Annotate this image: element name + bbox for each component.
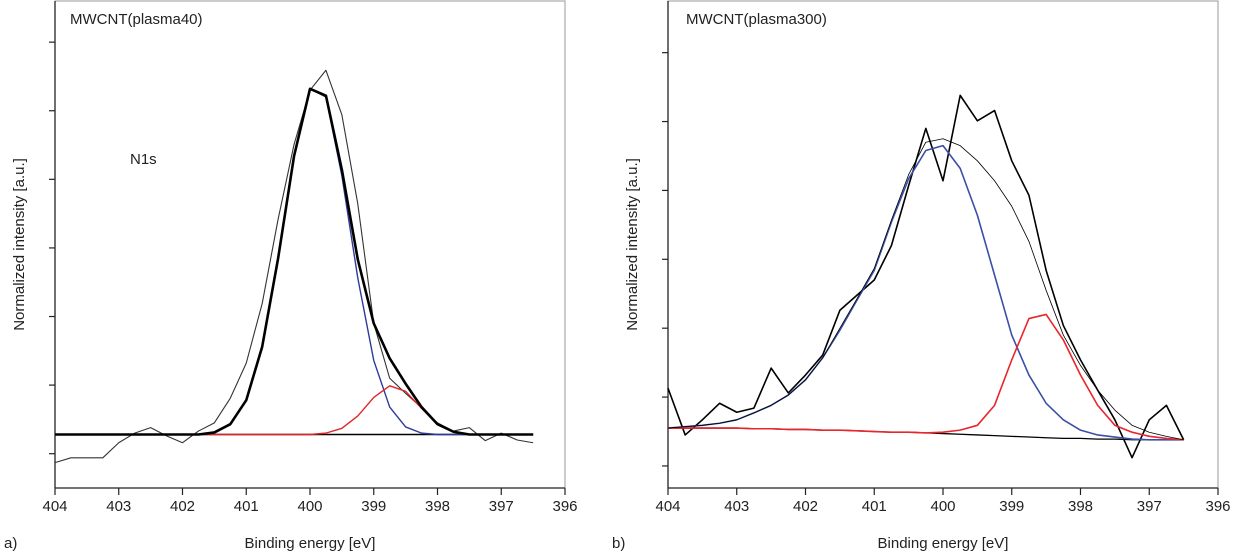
x-axis-title: Binding energy [eV] xyxy=(878,535,1009,552)
x-tick-label: 402 xyxy=(793,498,818,515)
x-tick-label: 397 xyxy=(489,498,514,515)
y-axis-title: Normalized intensity [a.u.] xyxy=(11,158,28,331)
panel-label: b) xyxy=(612,535,625,552)
x-tick-label: 404 xyxy=(42,498,67,515)
series-line xyxy=(668,313,1184,441)
x-tick-label: 397 xyxy=(1137,498,1162,515)
x-tick-label: 399 xyxy=(361,498,386,515)
plot-frame xyxy=(54,0,566,489)
x-tick-label: 402 xyxy=(170,498,195,515)
x-tick-label: 404 xyxy=(655,498,680,515)
x-tick-label: 399 xyxy=(999,498,1024,515)
x-tick-label: 396 xyxy=(1205,498,1230,515)
series-line xyxy=(668,427,1184,441)
series-line xyxy=(667,144,1184,441)
x-tick-label: 400 xyxy=(930,498,955,515)
series-line xyxy=(54,69,534,464)
series-line xyxy=(667,138,1184,441)
x-tick-label: 403 xyxy=(106,498,131,515)
chart-title: MWCNT(plasma40) xyxy=(70,11,203,28)
x-tick-label: 403 xyxy=(724,498,749,515)
x-tick-label: 400 xyxy=(297,498,322,515)
series-line xyxy=(55,87,534,436)
chart-title: MWCNT(plasma300) xyxy=(686,11,827,28)
x-tick-label: 401 xyxy=(862,498,887,515)
x-axis-title: Binding energy [eV] xyxy=(245,535,376,552)
x-tick-label: 401 xyxy=(234,498,259,515)
x-tick-label: 396 xyxy=(552,498,577,515)
x-tick-label: 398 xyxy=(1068,498,1093,515)
series-line xyxy=(55,88,534,436)
annotation: N1s xyxy=(130,151,157,168)
series-line xyxy=(55,385,534,436)
panel-label: a) xyxy=(4,535,17,552)
x-tick-label: 398 xyxy=(425,498,450,515)
y-axis-title: Normalized intensity [a.u.] xyxy=(624,158,641,331)
